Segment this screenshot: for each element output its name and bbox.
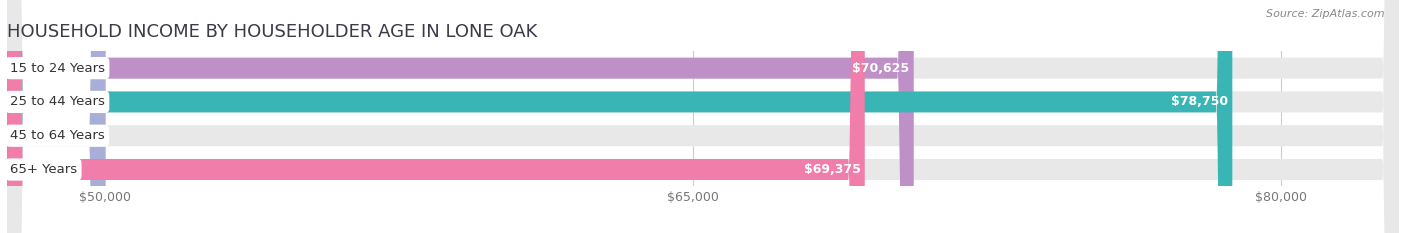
Text: $69,375: $69,375 xyxy=(804,163,860,176)
Text: Source: ZipAtlas.com: Source: ZipAtlas.com xyxy=(1267,9,1385,19)
Text: 65+ Years: 65+ Years xyxy=(10,163,77,176)
FancyBboxPatch shape xyxy=(7,0,1399,233)
Text: 25 to 44 Years: 25 to 44 Years xyxy=(10,96,104,108)
Text: $50,000: $50,000 xyxy=(44,129,101,142)
FancyBboxPatch shape xyxy=(7,0,865,233)
Text: 15 to 24 Years: 15 to 24 Years xyxy=(10,62,105,75)
Text: $70,625: $70,625 xyxy=(852,62,910,75)
FancyBboxPatch shape xyxy=(7,0,1399,233)
FancyBboxPatch shape xyxy=(7,0,1232,233)
Text: $78,750: $78,750 xyxy=(1171,96,1229,108)
FancyBboxPatch shape xyxy=(7,0,914,233)
FancyBboxPatch shape xyxy=(7,0,1399,233)
FancyBboxPatch shape xyxy=(7,0,105,233)
Text: 45 to 64 Years: 45 to 64 Years xyxy=(10,129,104,142)
Text: HOUSEHOLD INCOME BY HOUSEHOLDER AGE IN LONE OAK: HOUSEHOLD INCOME BY HOUSEHOLDER AGE IN L… xyxy=(7,23,537,41)
FancyBboxPatch shape xyxy=(7,0,1399,233)
